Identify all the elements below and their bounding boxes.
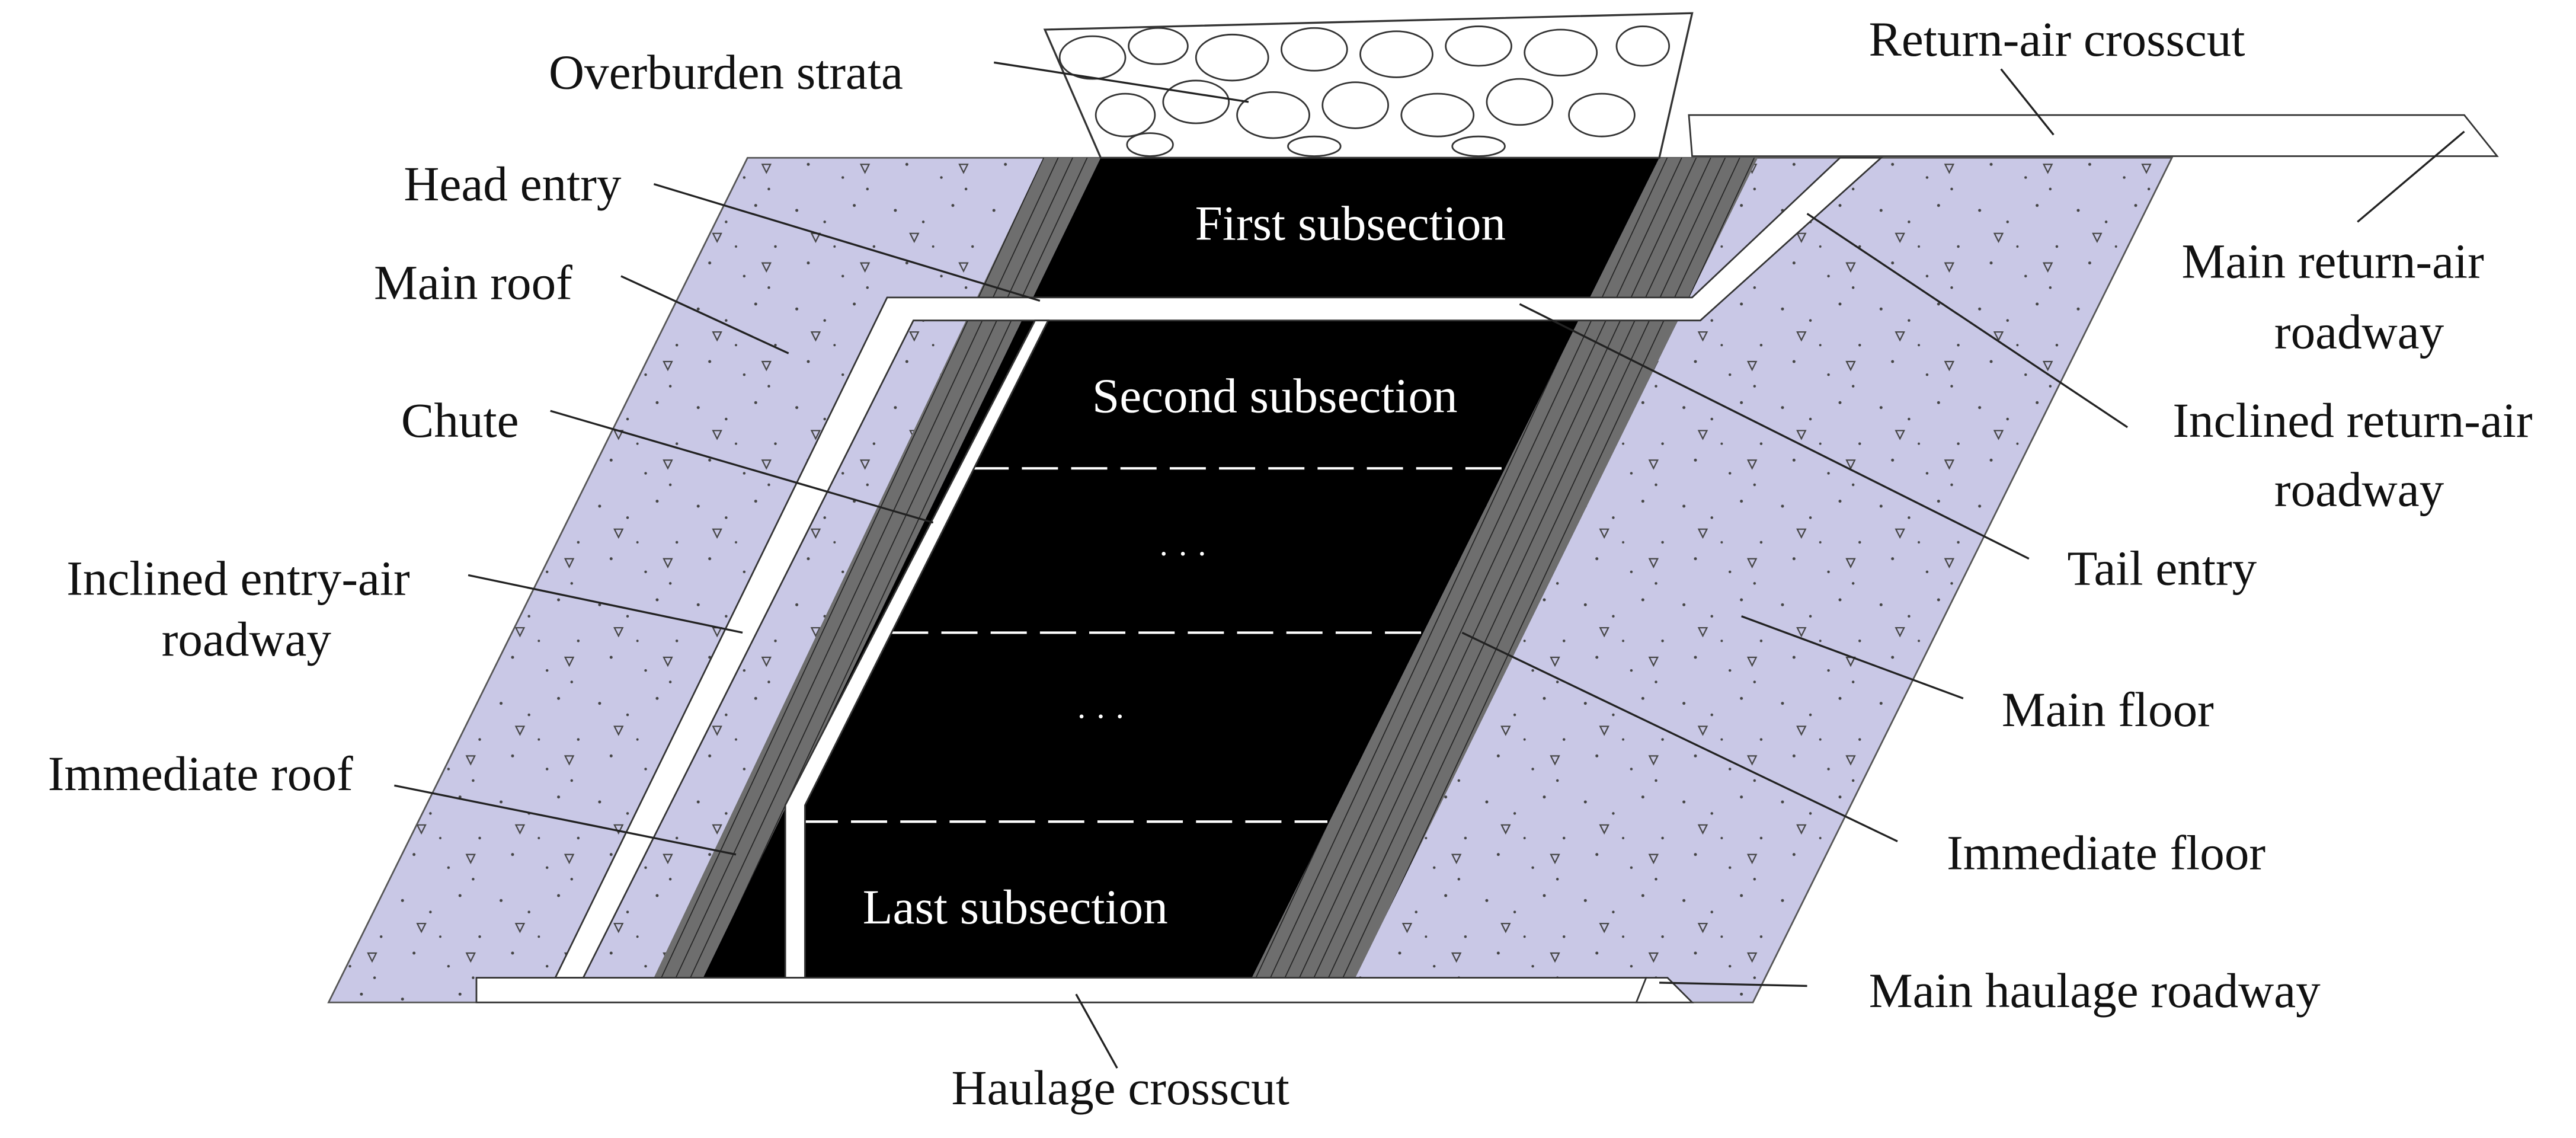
label: Tail entry xyxy=(2067,541,2257,596)
label: Main return-air xyxy=(2182,234,2484,288)
label: Immediate roof xyxy=(48,746,353,801)
subsection-dividers xyxy=(801,467,1503,823)
label: roadway xyxy=(2274,304,2444,359)
rocks xyxy=(1058,25,1671,157)
label: Haulage crosscut xyxy=(952,1060,1289,1115)
label: Main roof xyxy=(374,255,572,309)
subsection-label: Second subsection xyxy=(1092,369,1458,423)
label: Chute xyxy=(401,393,519,447)
subsection-label: First subsection xyxy=(1195,196,1506,251)
leader-lines xyxy=(394,61,2465,1069)
ellipsis: · · · xyxy=(1076,698,1125,734)
coal-seam xyxy=(703,158,1660,978)
label: Head entry xyxy=(404,156,622,211)
label: Overburden strata xyxy=(549,44,903,99)
subsection-label: Last subsection xyxy=(863,880,1168,934)
label: Main haulage roadway xyxy=(1869,963,2321,1018)
label: roadway xyxy=(162,612,332,666)
immediate-floor xyxy=(1252,158,1758,978)
label: Inclined entry-air xyxy=(66,551,410,605)
label: Return-air crosscut xyxy=(1868,12,2245,66)
label: Inclined return-air xyxy=(2172,393,2532,447)
ellipsis: · · · xyxy=(1159,536,1208,572)
label: roadway xyxy=(2274,462,2444,517)
label: Main floor xyxy=(2002,682,2214,737)
label: Immediate floor xyxy=(1947,825,2265,880)
immediate-roof xyxy=(654,158,1101,978)
roadways xyxy=(475,114,2499,1003)
